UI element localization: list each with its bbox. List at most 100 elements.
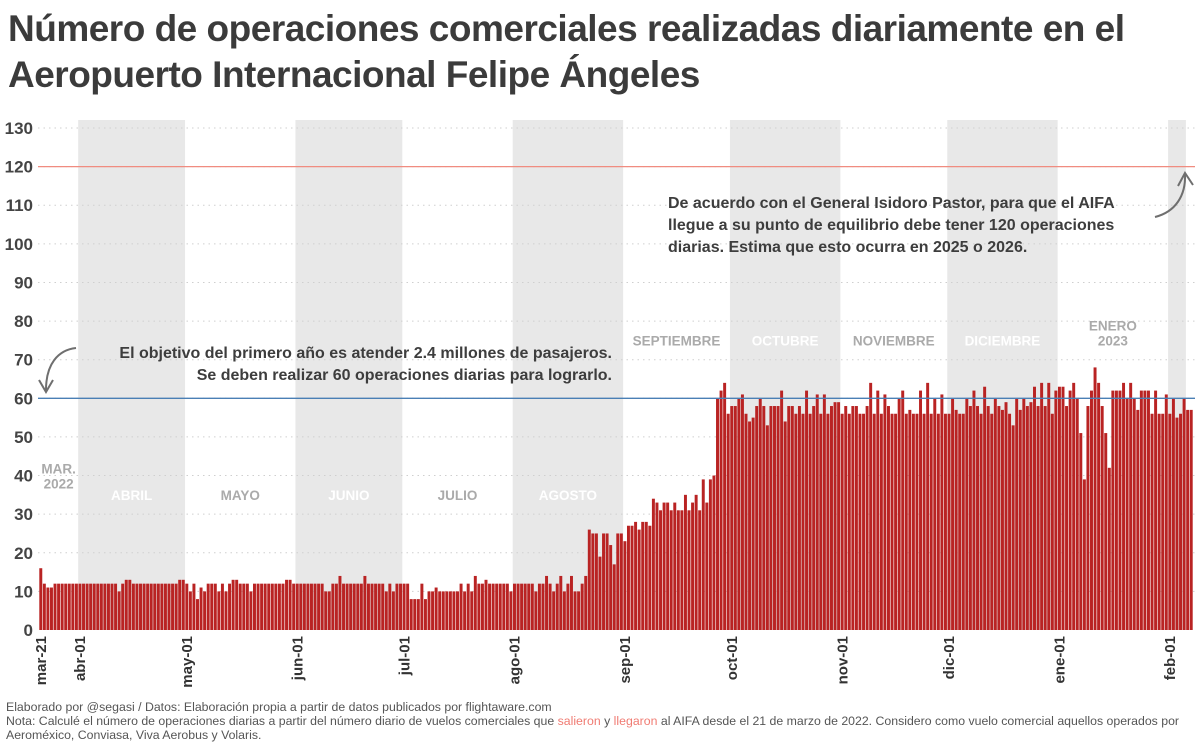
bar bbox=[139, 583, 142, 630]
x-tick-label: may-01 bbox=[179, 636, 196, 688]
bar bbox=[423, 599, 427, 630]
bar bbox=[751, 417, 755, 630]
bar bbox=[409, 599, 413, 630]
bar bbox=[60, 583, 64, 630]
bar bbox=[1072, 382, 1076, 630]
bar bbox=[416, 599, 420, 630]
y-axis: 0 10 20 30 40 50 60 70 80 90 100 110 120 130 bbox=[5, 119, 33, 640]
bar bbox=[324, 591, 328, 630]
bar bbox=[220, 583, 224, 630]
bar bbox=[1054, 390, 1058, 630]
arrowhead-icon bbox=[38, 379, 54, 394]
bar bbox=[238, 583, 242, 630]
bar bbox=[1182, 398, 1186, 630]
bar bbox=[730, 406, 734, 630]
bar bbox=[961, 413, 965, 630]
bar bbox=[569, 575, 573, 630]
bar bbox=[637, 529, 641, 630]
note-text: Nota: Calculé el número de operaciones d… bbox=[6, 714, 558, 728]
bar bbox=[580, 583, 584, 630]
bar bbox=[1082, 479, 1086, 630]
bar bbox=[498, 583, 502, 630]
bar bbox=[495, 583, 499, 630]
bar bbox=[1004, 402, 1008, 630]
bars bbox=[39, 367, 1193, 630]
note-text: y bbox=[600, 714, 614, 728]
bar bbox=[854, 406, 858, 630]
bar bbox=[466, 583, 470, 630]
bar bbox=[901, 390, 905, 630]
bar bbox=[99, 583, 103, 630]
bar bbox=[74, 583, 78, 630]
bar bbox=[391, 591, 395, 630]
bar bbox=[124, 579, 128, 630]
bar bbox=[712, 475, 716, 630]
bar bbox=[384, 591, 388, 630]
bar bbox=[114, 583, 118, 630]
bar bbox=[616, 533, 620, 630]
bar bbox=[936, 413, 940, 630]
bar bbox=[92, 583, 96, 630]
x-tick-label: ago-01 bbox=[507, 636, 524, 684]
bar bbox=[1043, 406, 1047, 630]
bar bbox=[723, 382, 727, 630]
bar bbox=[192, 583, 196, 630]
bar bbox=[153, 583, 157, 630]
bar bbox=[879, 413, 883, 630]
bar bbox=[986, 406, 990, 630]
bar bbox=[313, 583, 317, 630]
bar bbox=[958, 413, 962, 630]
bar bbox=[431, 591, 435, 630]
x-tick-label: oct-01 bbox=[724, 636, 741, 680]
bar bbox=[413, 599, 417, 630]
bar bbox=[534, 591, 538, 630]
bar bbox=[559, 575, 563, 630]
bar bbox=[231, 579, 235, 630]
bar bbox=[797, 406, 801, 630]
bar bbox=[42, 583, 46, 630]
bar bbox=[505, 583, 509, 630]
x-axis: mar-21 abr-01 may-01 jun-01 jul-01 ago-01 sep-… bbox=[33, 636, 1179, 688]
month-label: JULIO bbox=[438, 488, 478, 503]
bar bbox=[965, 398, 969, 630]
annotation-120: llegue a su punto de equilibrio debe ten… bbox=[668, 217, 1114, 234]
bar bbox=[270, 583, 274, 630]
bar bbox=[245, 583, 249, 630]
bar bbox=[1061, 386, 1065, 630]
bar bbox=[687, 510, 691, 630]
bar bbox=[1129, 382, 1133, 630]
bar bbox=[919, 390, 923, 630]
bar bbox=[765, 425, 769, 630]
bar bbox=[235, 579, 239, 630]
bar bbox=[1104, 433, 1108, 630]
bar bbox=[605, 533, 609, 630]
y-tick-label: 100 bbox=[5, 235, 33, 254]
bar bbox=[591, 533, 595, 630]
bar bbox=[651, 498, 655, 630]
bar bbox=[968, 406, 972, 630]
bar bbox=[929, 413, 933, 630]
bar bbox=[676, 510, 680, 630]
bar bbox=[224, 591, 228, 630]
bar bbox=[719, 390, 723, 630]
bar bbox=[527, 583, 531, 630]
bar bbox=[669, 510, 673, 630]
bar bbox=[780, 390, 784, 630]
bar bbox=[210, 583, 214, 630]
bar bbox=[480, 583, 484, 630]
y-tick-label: 110 bbox=[6, 196, 33, 215]
bar bbox=[1018, 409, 1022, 630]
bar bbox=[862, 413, 866, 630]
bar bbox=[1143, 390, 1147, 630]
bar bbox=[249, 591, 253, 630]
bar bbox=[260, 583, 264, 630]
bar bbox=[698, 510, 702, 630]
bar bbox=[783, 421, 787, 630]
bar bbox=[851, 406, 855, 630]
bar bbox=[1136, 409, 1140, 630]
x-tick-label: mar-21 bbox=[33, 636, 50, 685]
bar bbox=[716, 398, 719, 630]
bar bbox=[847, 413, 851, 630]
bar bbox=[594, 533, 598, 630]
bar bbox=[683, 494, 687, 630]
